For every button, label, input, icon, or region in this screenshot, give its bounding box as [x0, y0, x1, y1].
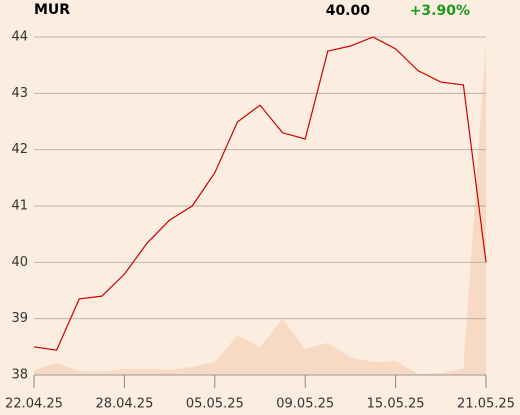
x-tick-label: 21.05.25 — [457, 397, 515, 412]
y-tick-label: 42 — [11, 142, 28, 157]
y-tick-label: 44 — [11, 30, 28, 45]
y-tick-label: 40 — [11, 255, 28, 270]
chart-title: MUR — [34, 2, 70, 18]
x-tick-label: 15.05.25 — [367, 397, 425, 412]
y-tick-label: 41 — [11, 199, 28, 214]
x-tick-label: 05.05.25 — [186, 397, 244, 412]
x-tick-label: 28.04.25 — [95, 397, 153, 412]
x-tick-label: 09.05.25 — [276, 397, 334, 412]
last-price: 40.00 — [326, 3, 371, 19]
y-tick-label: 39 — [11, 311, 28, 326]
x-tick-label: 22.04.25 — [5, 397, 63, 412]
price-change: +3.90% — [410, 3, 470, 19]
y-tick-label: 38 — [11, 368, 28, 383]
price-line — [33, 36, 487, 351]
y-tick-label: 43 — [11, 86, 28, 101]
